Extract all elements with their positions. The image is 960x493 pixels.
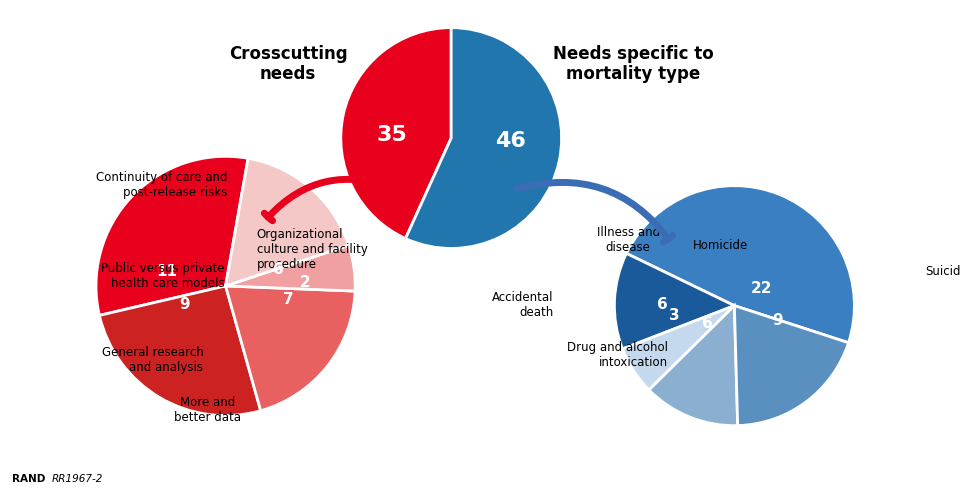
Text: Crosscutting
needs: Crosscutting needs: [228, 45, 348, 83]
Text: 7: 7: [283, 291, 294, 307]
Wedge shape: [405, 28, 562, 248]
Text: Organizational
culture and facility
procedure: Organizational culture and facility proc…: [256, 228, 368, 271]
Text: General research
and analysis: General research and analysis: [102, 346, 204, 374]
Wedge shape: [226, 158, 348, 286]
Text: Continuity of care and
post-release risks: Continuity of care and post-release risk…: [96, 171, 228, 199]
Text: RAND: RAND: [12, 474, 45, 484]
Text: 6: 6: [657, 297, 668, 313]
Text: Illness and
disease: Illness and disease: [596, 226, 660, 254]
Wedge shape: [341, 28, 451, 239]
Text: 3: 3: [668, 309, 680, 323]
Wedge shape: [622, 306, 734, 390]
Text: 22: 22: [751, 281, 772, 295]
Text: 9: 9: [772, 314, 782, 328]
Text: RR1967-2: RR1967-2: [52, 474, 104, 484]
Text: Public versus private
health care models: Public versus private health care models: [101, 262, 225, 289]
Wedge shape: [226, 246, 355, 291]
Wedge shape: [100, 286, 261, 416]
Text: Drug and alcohol
intoxication: Drug and alcohol intoxication: [567, 341, 668, 369]
Text: Accidental
death: Accidental death: [492, 291, 553, 319]
Wedge shape: [226, 286, 355, 411]
Wedge shape: [734, 306, 849, 425]
Text: 6: 6: [702, 316, 713, 331]
Text: 2: 2: [300, 276, 310, 290]
Wedge shape: [626, 186, 854, 343]
Text: Suicide: Suicide: [925, 265, 960, 279]
Text: 9: 9: [180, 297, 190, 312]
Text: 35: 35: [376, 125, 407, 144]
Wedge shape: [614, 253, 734, 349]
Text: 46: 46: [495, 132, 526, 151]
Text: More and
better data: More and better data: [174, 396, 241, 424]
Wedge shape: [96, 156, 248, 316]
Text: Homicide: Homicide: [692, 239, 748, 251]
Text: 11: 11: [156, 264, 178, 279]
Wedge shape: [649, 306, 737, 425]
Text: 6: 6: [273, 262, 283, 278]
Text: Needs specific to
mortality type: Needs specific to mortality type: [553, 45, 714, 83]
